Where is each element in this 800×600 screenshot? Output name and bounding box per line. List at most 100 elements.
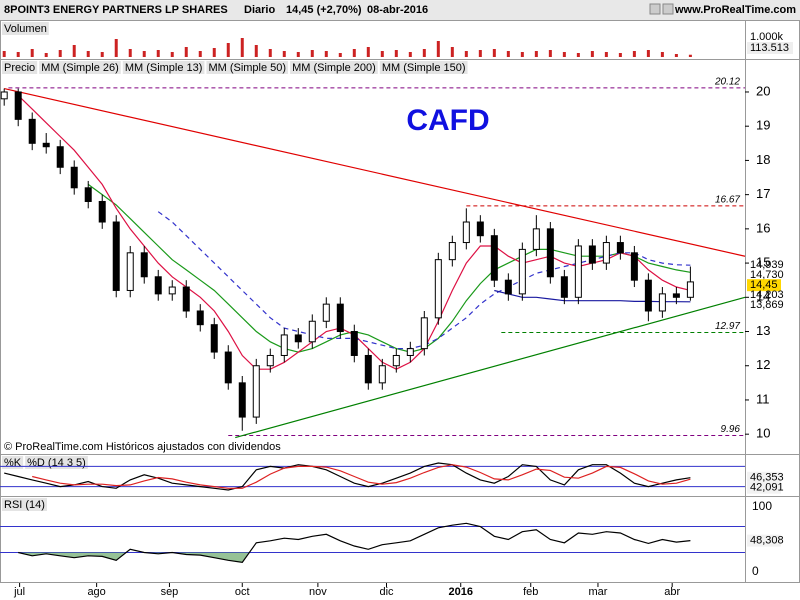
- y-tick-label: 16: [756, 220, 770, 235]
- x-tick-label: ago: [87, 586, 105, 598]
- candle-body: [630, 252, 638, 281]
- candle-body: [182, 286, 190, 312]
- y-tick-label: 11: [756, 391, 770, 406]
- volume-bar: [646, 50, 650, 57]
- volume-bar: [408, 52, 412, 57]
- legend-entry: RSI (14): [4, 499, 45, 511]
- volume-bar: [604, 52, 608, 57]
- x-tick-label: mar: [588, 586, 607, 598]
- volume-bar: [86, 51, 90, 57]
- stochastic-panel: [0, 454, 800, 497]
- window-button[interactable]: [649, 3, 661, 15]
- legend-entry: Volumen: [4, 23, 47, 35]
- x-tick-label: abr: [664, 586, 680, 598]
- candle-body: [616, 242, 624, 254]
- window-button[interactable]: [662, 3, 674, 15]
- candle-body: [196, 310, 204, 326]
- level-label: 20.12: [714, 77, 740, 88]
- last-value-label: 46,353: [750, 472, 784, 484]
- candle-body: [602, 242, 610, 264]
- level-label: 9.96: [721, 424, 741, 435]
- legend-box: [290, 61, 378, 74]
- last-value-box: [747, 481, 781, 494]
- legend-entry: MM (Simple 150): [382, 62, 466, 74]
- legend-entry: MM (Simple 50): [208, 62, 286, 74]
- rsi-panel: [0, 496, 800, 583]
- volume-bar: [100, 52, 104, 57]
- candle-body: [294, 334, 302, 343]
- volume-bar: [590, 51, 594, 57]
- trendline: [4, 87, 746, 257]
- volume-bar: [226, 43, 230, 57]
- candle-body: [280, 334, 288, 356]
- moving-average: [494, 289, 691, 303]
- legend-box: [379, 61, 468, 74]
- candle-body: [140, 252, 148, 278]
- volume-bar: [688, 54, 692, 57]
- candle-body: [420, 317, 428, 350]
- volume-bar: [142, 51, 146, 57]
- candle-body: [210, 324, 218, 353]
- annotation: CAFD: [406, 104, 489, 137]
- last-value-label: 113.513: [750, 42, 789, 54]
- candle-body: [308, 320, 316, 343]
- indicator-line: [18, 522, 691, 563]
- volume-bar: [282, 51, 286, 57]
- indicator-line: [32, 464, 691, 489]
- candle-body: [504, 279, 512, 295]
- candle-body: [224, 351, 232, 384]
- legend-box: [2, 498, 47, 511]
- volume-bar: [2, 51, 6, 57]
- candle-body: [154, 276, 162, 295]
- candle-body: [448, 242, 456, 261]
- volume-bar: [450, 47, 454, 57]
- volume-bar: [324, 51, 328, 57]
- header-title: 8POINT3 ENERGY PARTNERS LP SHARES: [4, 4, 228, 16]
- volume-bar: [212, 48, 216, 57]
- candle-body: [322, 303, 330, 322]
- header-quote: 14,45 (+2,70%): [286, 4, 362, 16]
- volume-bar: [128, 49, 132, 57]
- candle-body: [658, 293, 666, 312]
- candle-body: [378, 365, 386, 384]
- header-period: Diario: [244, 4, 275, 16]
- candle-body: [112, 221, 120, 291]
- volume-bar: [492, 49, 496, 57]
- last-value-box: [747, 279, 781, 292]
- volume-bar: [674, 54, 678, 57]
- legend-entry: %D (14 3 5): [27, 457, 86, 469]
- candle-body: [28, 118, 36, 144]
- candle-body: [168, 286, 176, 295]
- volume-bar: [30, 49, 34, 57]
- volume-bar: [114, 39, 118, 57]
- legend-box: [2, 22, 49, 35]
- candle-body: [476, 221, 484, 237]
- candle-body: [42, 142, 50, 148]
- last-value-label: 14,45: [750, 279, 778, 291]
- y-tick-label: 14: [756, 289, 770, 304]
- volume-bar: [380, 51, 384, 57]
- y-tick-label: 12: [756, 357, 770, 372]
- candle-body: [434, 259, 442, 319]
- legend-entry: MM (Simple 26): [41, 62, 119, 74]
- candle-body: [0, 91, 8, 100]
- last-value-box: [747, 471, 781, 484]
- header-site: www.ProRealTime.com: [674, 4, 796, 16]
- last-value-label: 14,939: [750, 259, 784, 271]
- volume-bar: [16, 52, 20, 57]
- y-tick-label: 0: [752, 564, 759, 578]
- legend-entry: MM (Simple 200): [292, 62, 376, 74]
- source-note: © ProRealTime.com Históricos ajustados c…: [4, 441, 281, 453]
- y-tick-label: 1.000k: [750, 31, 784, 43]
- volume-bar: [534, 51, 538, 57]
- volume-bar: [240, 38, 244, 57]
- volume-bar: [394, 50, 398, 57]
- oversold-fill: [18, 552, 691, 563]
- candle-body: [574, 245, 582, 298]
- indicator-line: [4, 462, 691, 491]
- volume-panel: [0, 20, 800, 60]
- volume-bar: [436, 41, 440, 57]
- candle-body: [532, 228, 540, 250]
- candle-body: [672, 293, 680, 298]
- x-tick-label: oct: [235, 586, 250, 598]
